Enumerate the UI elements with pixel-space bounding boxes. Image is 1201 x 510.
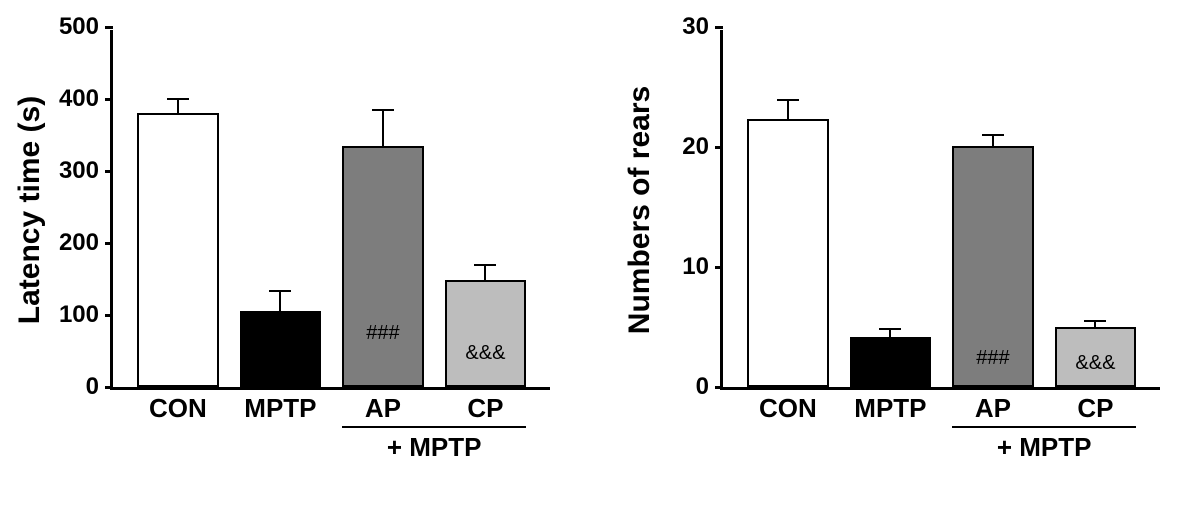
plot-area: 0100200300400500***###&&&CONMPTPAPCP+ MP… <box>110 30 550 390</box>
error-cap <box>879 328 901 330</box>
bar-AP: ### <box>952 146 1033 387</box>
error-cap <box>372 109 394 111</box>
error-cap <box>1084 320 1106 322</box>
y-tick-mark <box>105 170 113 173</box>
error-cap <box>777 99 799 101</box>
error-bar <box>484 265 486 281</box>
bar-CON <box>747 119 828 387</box>
y-tick: 0 <box>696 373 723 401</box>
bar-fill <box>747 119 828 387</box>
error-bar <box>787 100 789 119</box>
y-axis-label: Latency time (s) <box>13 96 47 324</box>
y-axis-label: Numbers of rears <box>623 86 657 334</box>
error-bar <box>889 329 891 336</box>
bars-group: *** ### &&& <box>113 30 550 387</box>
y-tick-label: 300 <box>59 157 105 185</box>
significance-annotation: *** <box>269 338 292 361</box>
x-category-label: AP <box>365 393 401 424</box>
x-category-label: CP <box>467 393 503 424</box>
bar-AP: ### <box>342 146 423 387</box>
bar-MPTP: *** <box>850 337 931 387</box>
y-tick-mark <box>105 386 113 389</box>
y-tick-mark <box>715 266 723 269</box>
y-tick-mark <box>105 314 113 317</box>
y-tick-label: 200 <box>59 229 105 257</box>
bar-fill <box>342 146 423 387</box>
y-tick: 400 <box>59 85 113 113</box>
bar-fill <box>137 113 218 387</box>
error-cap <box>474 264 496 266</box>
y-tick-mark <box>105 26 113 29</box>
y-tick-label: 0 <box>696 373 715 401</box>
y-tick-mark <box>715 386 723 389</box>
error-bar <box>382 110 384 146</box>
error-bar <box>279 291 281 311</box>
bar-CP: &&& <box>1055 327 1136 387</box>
y-tick: 300 <box>59 157 113 185</box>
significance-annotation: *** <box>879 351 902 374</box>
y-tick-mark <box>105 98 113 101</box>
y-tick: 500 <box>59 13 113 41</box>
error-cap <box>167 98 189 100</box>
rears_chart: 0102030***###&&&CONMPTPAPCP+ MPTPNumbers… <box>720 30 1160 390</box>
group-label: + MPTP <box>997 432 1092 463</box>
y-tick-label: 30 <box>682 13 715 41</box>
y-tick: 20 <box>682 133 723 161</box>
y-tick-label: 500 <box>59 13 105 41</box>
significance-annotation: ### <box>976 347 1009 370</box>
x-category-label: CP <box>1077 393 1113 424</box>
error-cap <box>269 290 291 292</box>
latency_chart: 0100200300400500***###&&&CONMPTPAPCP+ MP… <box>110 30 550 390</box>
x-category-label: MPTP <box>854 393 926 424</box>
bar-fill <box>445 280 526 387</box>
x-category-label: MPTP <box>244 393 316 424</box>
y-tick: 200 <box>59 229 113 257</box>
y-tick-mark <box>715 146 723 149</box>
y-tick: 0 <box>86 373 113 401</box>
error-bar <box>992 135 994 146</box>
x-category-label: AP <box>975 393 1011 424</box>
error-bar <box>1094 321 1096 327</box>
y-tick-mark <box>105 242 113 245</box>
y-tick: 100 <box>59 301 113 329</box>
bars-group: *** ### &&& <box>723 30 1160 387</box>
significance-annotation: &&& <box>465 342 505 365</box>
significance-annotation: &&& <box>1075 352 1115 375</box>
y-tick-label: 20 <box>682 133 715 161</box>
bar-CP: &&& <box>445 280 526 387</box>
x-category-label: CON <box>149 393 207 424</box>
error-bar <box>177 99 179 113</box>
error-cap <box>982 134 1004 136</box>
y-tick-label: 10 <box>682 253 715 281</box>
group-bracket <box>952 426 1136 428</box>
y-tick-label: 400 <box>59 85 105 113</box>
y-tick-mark <box>715 26 723 29</box>
y-tick-label: 100 <box>59 301 105 329</box>
y-tick: 10 <box>682 253 723 281</box>
group-bracket <box>342 426 526 428</box>
bar-CON <box>137 113 218 387</box>
group-label: + MPTP <box>387 432 482 463</box>
y-tick-label: 0 <box>86 373 105 401</box>
y-tick: 30 <box>682 13 723 41</box>
bar-MPTP: *** <box>240 311 321 387</box>
x-category-label: CON <box>759 393 817 424</box>
significance-annotation: ### <box>366 322 399 345</box>
plot-area: 0102030***###&&&CONMPTPAPCP+ MPTP <box>720 30 1160 390</box>
figure-canvas: 0100200300400500***###&&&CONMPTPAPCP+ MP… <box>0 0 1201 510</box>
